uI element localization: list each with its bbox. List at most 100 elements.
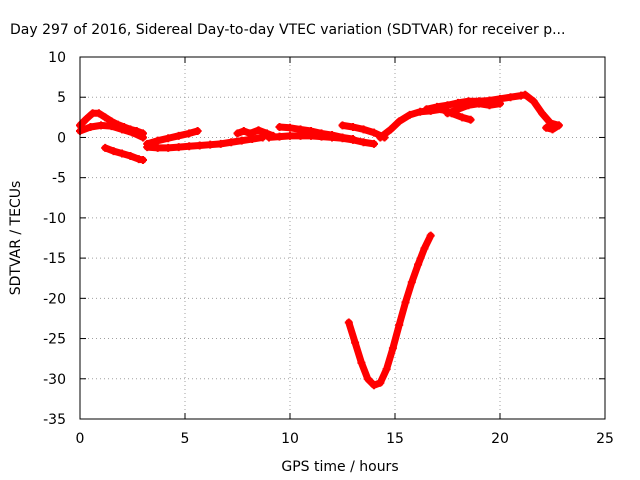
data-point <box>357 358 366 367</box>
y-tick-label: -5 <box>52 171 66 187</box>
data-point <box>195 141 204 150</box>
data-point <box>139 133 147 142</box>
data-point <box>454 105 462 114</box>
x-tick-label: 20 <box>491 431 509 447</box>
data-point <box>239 127 248 136</box>
data-point <box>388 344 397 353</box>
data-point <box>554 121 563 130</box>
data-point <box>227 138 236 147</box>
data-point <box>185 142 194 151</box>
series-track-13 <box>542 121 563 134</box>
data-point <box>265 133 273 142</box>
data-point <box>344 318 353 327</box>
data-point <box>506 93 515 102</box>
data-point <box>94 109 103 118</box>
data-point <box>496 99 504 108</box>
y-axis-label: SDTVAR / TECUs <box>8 181 24 296</box>
data-points <box>76 90 563 390</box>
data-point <box>286 131 294 140</box>
data-point <box>254 126 263 135</box>
data-point <box>164 143 173 152</box>
data-point <box>107 122 116 131</box>
series-track-2 <box>76 121 147 142</box>
data-point <box>485 101 494 110</box>
data-point <box>422 105 431 114</box>
data-point <box>97 121 105 130</box>
x-tick-label: 0 <box>76 431 85 447</box>
series-track-3 <box>101 143 147 164</box>
data-point <box>370 128 378 137</box>
data-point <box>521 90 530 99</box>
data-point <box>237 136 246 145</box>
plot-frame <box>79 56 606 420</box>
data-point <box>349 135 357 144</box>
data-point <box>401 298 410 307</box>
data-point <box>164 134 173 143</box>
data-point <box>317 132 326 141</box>
data-point <box>143 143 152 152</box>
data-point <box>349 122 357 131</box>
data-point <box>395 320 404 329</box>
x-tick-label: 10 <box>281 431 299 447</box>
data-point <box>101 143 110 152</box>
y-tick-label: -15 <box>43 251 66 267</box>
chart-title: Day 297 of 2016, Sidereal Day-to-day VTE… <box>10 22 565 38</box>
y-tick-label: 10 <box>48 50 66 66</box>
data-point <box>275 132 284 141</box>
data-point <box>395 117 404 126</box>
data-point <box>351 338 360 347</box>
data-point <box>407 278 416 287</box>
data-point <box>328 133 336 142</box>
data-point <box>82 114 91 123</box>
data-point <box>370 381 378 390</box>
series-line <box>376 105 475 141</box>
data-point <box>126 151 135 160</box>
data-point <box>338 134 347 143</box>
data-point <box>382 365 391 374</box>
data-point <box>359 138 368 147</box>
data-point <box>153 136 162 145</box>
data-point <box>420 244 429 253</box>
data-point <box>128 128 137 137</box>
data-point <box>370 139 378 148</box>
data-point <box>416 107 425 116</box>
y-tick-label: -30 <box>43 372 66 388</box>
y-tick-label: -10 <box>43 211 66 227</box>
y-tick-label: -25 <box>43 332 66 348</box>
series-track-14 <box>344 231 435 390</box>
data-point <box>359 125 368 134</box>
data-point <box>548 125 557 134</box>
data-point <box>153 143 162 152</box>
series-track-12 <box>443 99 504 118</box>
data-point <box>405 110 414 119</box>
y-tick-label: -20 <box>43 291 66 307</box>
x-tick-label: 15 <box>386 431 404 447</box>
data-point <box>376 133 385 142</box>
data-point <box>475 99 483 108</box>
data-point <box>414 260 423 269</box>
data-point <box>248 135 257 144</box>
y-tick-label: 0 <box>57 130 66 146</box>
data-point <box>529 97 538 106</box>
data-point <box>206 140 215 149</box>
y-tick-label: 5 <box>57 90 66 106</box>
data-point <box>307 131 315 140</box>
axis-ticks: 0 5 10 15 20 25 -35 -30 -25 -20 -15 -10 -5 0 5 10 <box>43 50 614 447</box>
data-point <box>118 149 126 158</box>
x-tick-label: 25 <box>596 431 614 447</box>
data-point <box>433 102 441 111</box>
data-point <box>174 143 183 152</box>
data-point <box>443 109 452 118</box>
data-point <box>458 113 467 122</box>
data-point <box>174 131 183 140</box>
series-track-6 <box>233 126 278 140</box>
data-point <box>426 231 435 240</box>
data-point <box>216 139 225 148</box>
data-point <box>185 129 194 138</box>
data-point <box>101 113 110 122</box>
data-point <box>275 122 284 131</box>
series-track-5 <box>143 133 267 152</box>
data-point <box>286 123 294 132</box>
data-point <box>464 101 473 110</box>
